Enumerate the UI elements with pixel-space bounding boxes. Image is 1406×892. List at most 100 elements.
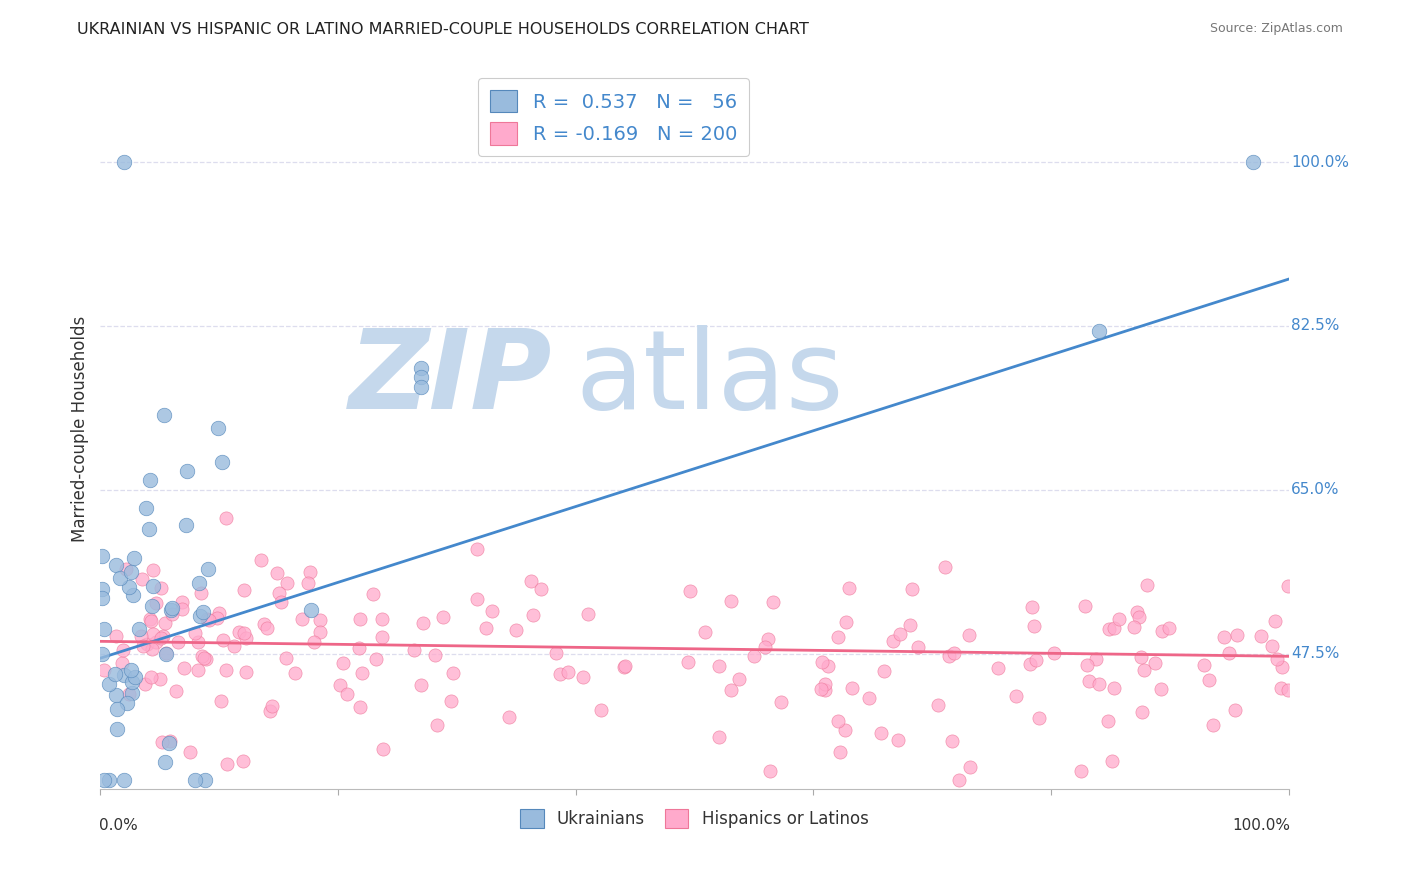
Point <box>1077 674 1099 689</box>
Point <box>207 606 229 620</box>
Point <box>105 688 128 702</box>
Point <box>121 675 143 690</box>
Point <box>938 648 960 663</box>
Point <box>363 586 385 600</box>
Point <box>882 634 904 648</box>
Point <box>111 656 134 670</box>
Point <box>411 370 433 384</box>
Point <box>959 759 981 773</box>
Point <box>1264 614 1286 628</box>
Point <box>332 656 354 670</box>
Point <box>1076 658 1098 673</box>
Point <box>370 612 392 626</box>
Point <box>1042 646 1064 660</box>
Point <box>235 631 257 645</box>
Point <box>1152 624 1174 639</box>
Point <box>409 677 432 691</box>
Point <box>121 566 143 580</box>
Point <box>412 615 434 630</box>
Point <box>720 594 742 608</box>
Point <box>1005 689 1028 703</box>
Point <box>1021 600 1043 615</box>
Point <box>522 608 544 623</box>
Point <box>1135 578 1157 592</box>
Point <box>498 710 520 724</box>
Point <box>1143 657 1166 671</box>
Point <box>297 576 319 591</box>
Point <box>217 756 239 771</box>
Text: atlas: atlas <box>575 325 844 432</box>
Point <box>411 380 433 394</box>
Point <box>193 650 215 665</box>
Point <box>309 624 332 639</box>
Point <box>145 634 167 648</box>
Text: ZIP: ZIP <box>349 325 553 432</box>
Point <box>411 361 433 376</box>
Point <box>941 734 963 748</box>
Point <box>370 630 392 644</box>
Point <box>707 659 730 673</box>
Point <box>841 681 863 695</box>
Point <box>259 704 281 718</box>
Point <box>830 745 852 759</box>
Point <box>426 718 449 732</box>
Point <box>900 582 922 596</box>
Point <box>233 583 256 598</box>
Point <box>1022 619 1045 633</box>
Point <box>157 736 180 750</box>
Point <box>176 517 198 532</box>
Point <box>159 603 181 617</box>
Point <box>155 646 177 660</box>
Point <box>173 661 195 675</box>
Point <box>987 661 1010 675</box>
Point <box>176 464 198 478</box>
Point <box>817 658 839 673</box>
Point <box>233 626 256 640</box>
Point <box>371 742 394 756</box>
Point <box>207 421 229 435</box>
Text: 82.5%: 82.5% <box>1291 318 1340 334</box>
Point <box>1226 628 1249 642</box>
Point <box>886 732 908 747</box>
Point <box>1159 621 1181 635</box>
Point <box>827 630 849 644</box>
Point <box>813 677 835 691</box>
Point <box>179 745 201 759</box>
Point <box>934 559 956 574</box>
Point <box>1212 631 1234 645</box>
Point <box>155 616 177 631</box>
Point <box>613 658 636 673</box>
Point <box>1104 681 1126 696</box>
Point <box>131 572 153 586</box>
Point <box>166 634 188 648</box>
Point <box>838 581 860 595</box>
Point <box>1028 711 1050 725</box>
Point <box>1150 681 1173 696</box>
Point <box>197 562 219 576</box>
Point <box>91 549 114 564</box>
Point <box>118 687 141 701</box>
Point <box>544 647 567 661</box>
Point <box>276 576 298 591</box>
Point <box>128 622 150 636</box>
Point <box>252 616 274 631</box>
Point <box>1097 714 1119 729</box>
Point <box>121 686 143 700</box>
Point <box>402 643 425 657</box>
Point <box>139 611 162 625</box>
Point <box>104 558 127 573</box>
Point <box>299 603 322 617</box>
Point <box>150 735 173 749</box>
Point <box>443 665 465 680</box>
Point <box>266 566 288 581</box>
Point <box>907 640 929 654</box>
Point <box>90 647 112 661</box>
Point <box>727 672 749 686</box>
Point <box>152 629 174 643</box>
Point <box>1198 673 1220 687</box>
Point <box>91 582 114 596</box>
Point <box>153 755 176 769</box>
Point <box>762 595 785 609</box>
Point <box>1261 639 1284 653</box>
Text: 65.0%: 65.0% <box>1291 483 1340 497</box>
